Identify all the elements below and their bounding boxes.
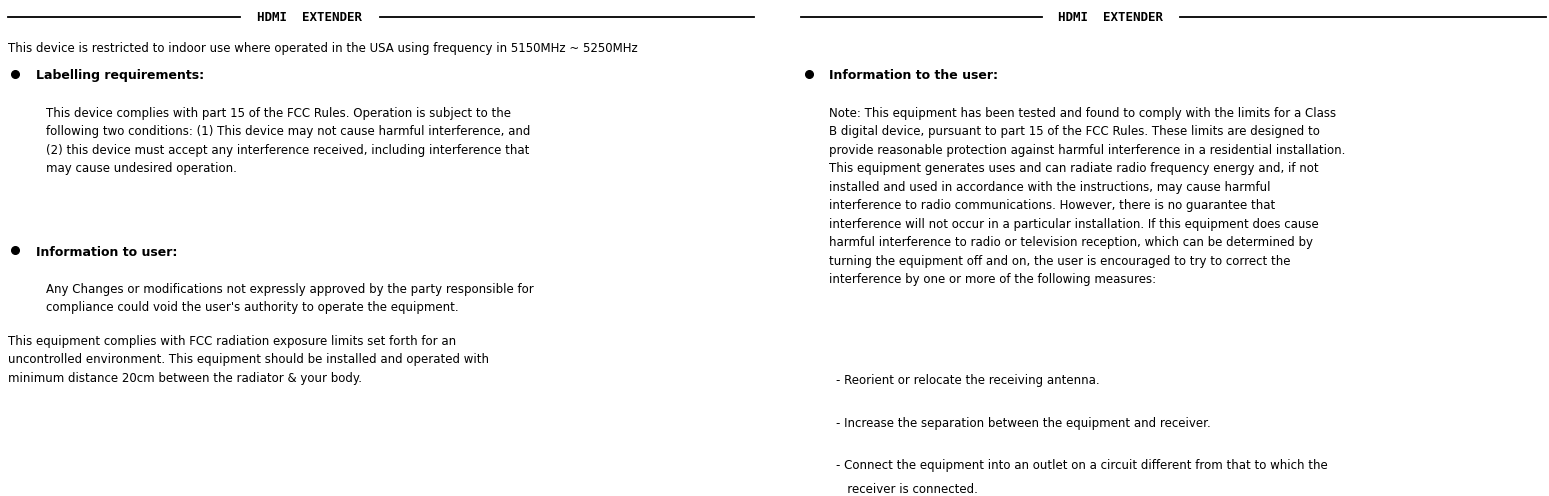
Text: This device complies with part 15 of the FCC Rules. Operation is subject to the
: This device complies with part 15 of the… [46,107,531,175]
Text: receiver is connected.: receiver is connected. [836,483,979,496]
Text: - Reorient or relocate the receiving antenna.: - Reorient or relocate the receiving ant… [836,374,1100,387]
Text: - Increase the separation between the equipment and receiver.: - Increase the separation between the eq… [836,417,1211,430]
Text: HDMI  EXTENDER: HDMI EXTENDER [257,11,362,24]
Text: HDMI  EXTENDER: HDMI EXTENDER [1058,11,1163,24]
Text: - Connect the equipment into an outlet on a circuit different from that to which: - Connect the equipment into an outlet o… [836,459,1327,472]
Text: Labelling requirements:: Labelling requirements: [36,69,204,82]
Text: Note: This equipment has been tested and found to comply with the limits for a C: Note: This equipment has been tested and… [829,107,1345,286]
Text: Any Changes or modifications not expressly approved by the party responsible for: Any Changes or modifications not express… [46,283,534,314]
Text: This equipment complies with FCC radiation exposure limits set forth for an
unco: This equipment complies with FCC radiati… [8,335,489,385]
Text: Information to user:: Information to user: [36,246,177,258]
Text: This device is restricted to indoor use where operated in the USA using frequenc: This device is restricted to indoor use … [8,42,638,55]
Text: Information to the user:: Information to the user: [829,69,998,82]
